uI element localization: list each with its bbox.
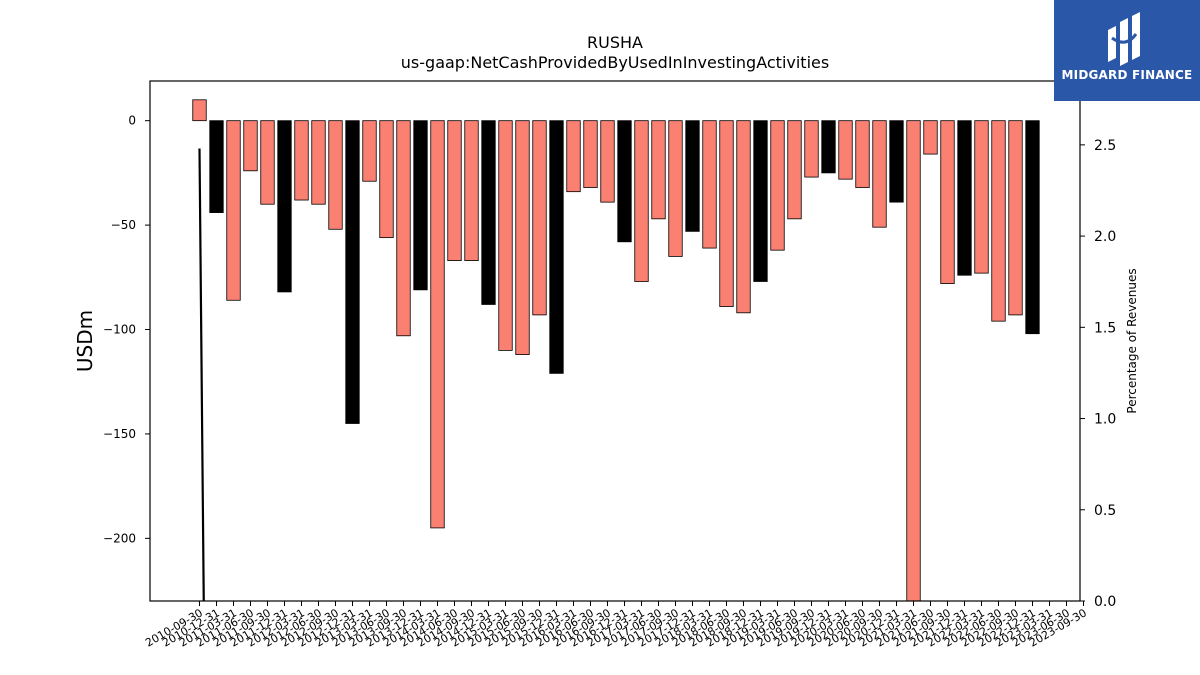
bar	[413, 120, 428, 291]
bar	[957, 120, 972, 276]
bar	[1025, 120, 1040, 335]
bar	[549, 120, 564, 374]
bar	[481, 120, 496, 305]
right-axis-ticks: 0.0 0.5 1.0 1.5 2.0 2.5	[1080, 138, 1116, 610]
bar	[753, 120, 768, 282]
y2-tick-label: 0.0	[1094, 594, 1116, 610]
bar	[1008, 120, 1023, 316]
bar	[260, 120, 275, 205]
y-tick-label: 0	[128, 114, 136, 128]
bar	[277, 120, 292, 293]
bar	[345, 120, 360, 424]
bar	[923, 120, 938, 155]
bar-group	[192, 99, 1040, 602]
bar	[787, 120, 802, 220]
bar	[651, 120, 666, 220]
bar	[855, 120, 870, 188]
x-axis-ticks: 2010-09-302010-12-312011-03-312011-06-30…	[143, 601, 1089, 650]
bar	[243, 120, 258, 172]
y-axis-label: USDm	[73, 310, 97, 372]
bar	[906, 120, 921, 602]
bar	[362, 120, 377, 182]
y2-tick-label: 0.5	[1094, 503, 1116, 519]
logo-text: MIDGARD FINANCE	[1061, 68, 1193, 82]
revenue-percentage-line	[198, 148, 205, 602]
bar	[821, 120, 836, 174]
bar	[617, 120, 632, 243]
bar	[515, 120, 530, 355]
y2-tick-label: 1.5	[1094, 320, 1116, 336]
bar	[583, 120, 598, 188]
bar	[838, 120, 853, 180]
brand-logo: MIDGARD FINANCE	[1054, 0, 1200, 101]
bar	[294, 120, 309, 201]
bar	[498, 120, 513, 351]
bar	[804, 120, 819, 178]
bar	[634, 120, 649, 282]
bar	[668, 120, 683, 257]
plot-frame	[149, 80, 1081, 602]
bar	[872, 120, 887, 228]
chart-title: RUSHA	[587, 33, 643, 52]
bar	[226, 120, 241, 301]
bar	[311, 120, 326, 205]
bar	[702, 120, 717, 249]
left-axis-ticks: 0 −50 −100 −150 −200	[103, 114, 150, 545]
bar	[889, 120, 904, 203]
bar	[940, 120, 955, 284]
bar	[685, 120, 700, 232]
bar	[447, 120, 462, 261]
y-tick-label: −150	[103, 427, 136, 441]
bar	[566, 120, 581, 193]
bar	[192, 99, 207, 122]
bar	[379, 120, 394, 239]
bar	[974, 120, 989, 274]
y2-axis-label: Percentage of Revenues	[1125, 268, 1139, 413]
bar	[532, 120, 547, 316]
revenue-percentage-line	[198, 148, 205, 602]
bar	[719, 120, 734, 307]
y2-tick-label: 2.5	[1094, 138, 1116, 154]
bar	[209, 120, 224, 213]
midgard-logo-icon	[1108, 12, 1140, 66]
y-tick-label: −50	[111, 218, 136, 232]
bar	[430, 120, 445, 529]
bar	[600, 120, 615, 203]
y-tick-label: −200	[103, 531, 136, 545]
y-tick-label: −100	[103, 323, 136, 337]
bar	[991, 120, 1006, 322]
y2-tick-label: 2.0	[1094, 229, 1116, 245]
bar	[736, 120, 751, 314]
bar	[464, 120, 479, 261]
bar	[770, 120, 785, 251]
y2-tick-label: 1.0	[1094, 412, 1116, 428]
bar	[396, 120, 411, 337]
bar	[328, 120, 343, 230]
chart-subtitle: us-gaap:NetCashProvidedByUsedInInvesting…	[401, 53, 829, 72]
